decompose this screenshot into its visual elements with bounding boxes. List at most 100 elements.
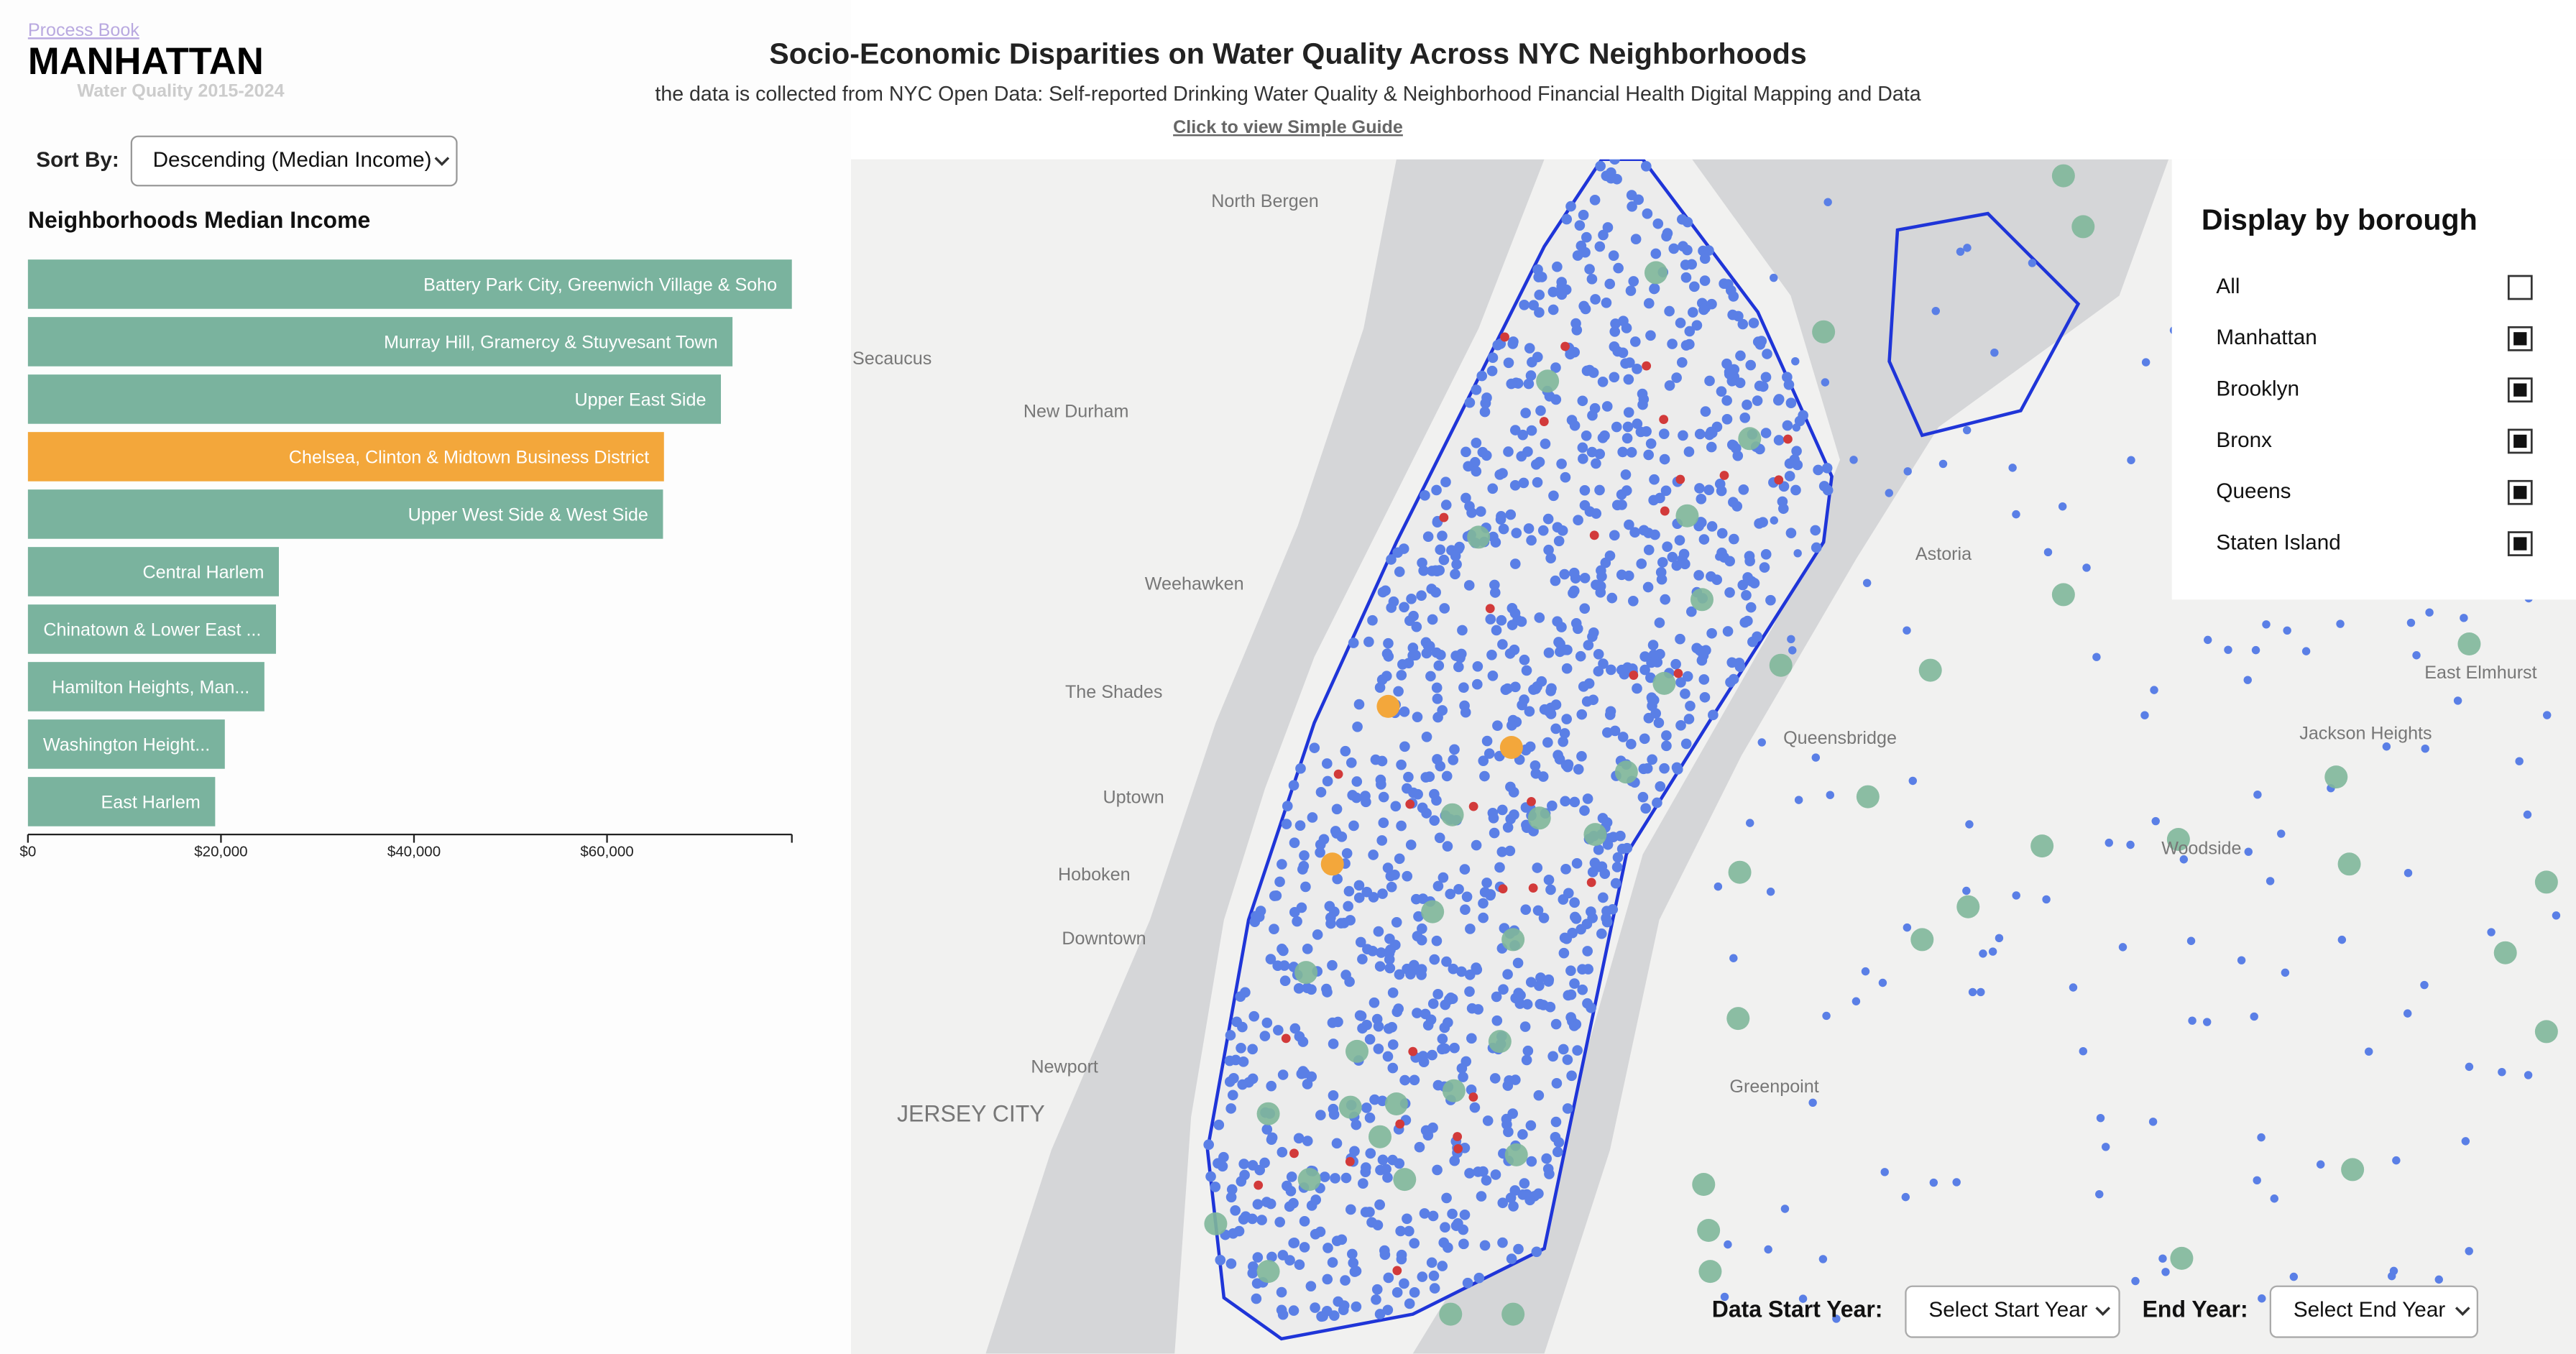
water-sample-point: [2392, 1156, 2401, 1165]
water-sample-point: [2079, 1046, 2087, 1056]
water-sample-point: [1432, 989, 1443, 1000]
bar[interactable]: [27, 317, 733, 367]
water-sample-point: [2012, 510, 2020, 519]
water-sample-point: [1276, 1146, 1288, 1158]
select-value[interactable]: Descending (Median Income): [153, 148, 432, 172]
bar[interactable]: [27, 777, 216, 826]
issue-point: [1392, 1266, 1402, 1276]
water-sample-point: [1503, 1126, 1514, 1138]
water-sample-point: [1849, 456, 1858, 464]
neighborhood-point: [1692, 1173, 1716, 1196]
water-sample-point: [1589, 857, 1601, 869]
issue-point: [1345, 1156, 1355, 1166]
chevron: [2455, 1307, 2470, 1316]
water-sample-point: [1662, 541, 1673, 552]
water-sample-point: [1269, 924, 1279, 934]
water-sample-point: [1225, 1030, 1236, 1041]
bar-label: Central Harlem: [142, 562, 264, 582]
water-sample-point: [1458, 682, 1469, 694]
water-sample-point: [1479, 770, 1490, 782]
water-sample-point: [1443, 1242, 1453, 1253]
bar[interactable]: [27, 489, 663, 539]
water-sample-point: [1832, 1314, 1841, 1323]
water-sample-point: [1550, 1018, 1562, 1030]
map-points: [1203, 154, 2561, 1326]
water-sample-point: [1548, 490, 1559, 502]
water-sample-point: [1236, 1176, 1247, 1187]
bar[interactable]: [27, 604, 276, 654]
water-sample-point: [1572, 1045, 1583, 1056]
water-sample-point: [1460, 492, 1471, 504]
water-sample-point: [1579, 603, 1591, 614]
water-sample-point: [1457, 625, 1468, 636]
process-book-link[interactable]: Process Book: [28, 20, 139, 40]
water-sample-point: [1491, 991, 1502, 1003]
water-sample-point: [1885, 489, 1894, 497]
water-sample-point: [1680, 259, 1691, 270]
borough-checkbox[interactable]: [2507, 275, 2533, 300]
borough-checkbox[interactable]: [2507, 479, 2533, 505]
water-sample-point: [1588, 367, 1599, 378]
select-box[interactable]: [2269, 1285, 2478, 1338]
bar[interactable]: [27, 259, 792, 309]
water-sample-point: [1450, 650, 1461, 661]
water-sample-point: [1487, 483, 1499, 494]
water-sample-point: [1632, 364, 1642, 374]
water-sample-point: [1408, 959, 1420, 971]
bar[interactable]: [27, 662, 264, 711]
water-sample-point: [1798, 410, 1808, 421]
water-sample-point: [1630, 234, 1642, 245]
select-box[interactable]: [1905, 1285, 2120, 1338]
bar[interactable]: [27, 374, 722, 424]
water-sample-point: [1706, 426, 1716, 438]
water-sample-point: [1641, 425, 1652, 437]
water-sample-point: [1386, 881, 1397, 893]
water-sample-point: [1749, 578, 1760, 589]
water-sample-point: [1724, 1240, 1732, 1249]
water-sample-point: [2043, 548, 2053, 557]
water-sample-point: [1565, 965, 1576, 976]
water-sample-point: [1535, 405, 1546, 416]
water-sample-point: [1372, 1220, 1384, 1230]
water-sample-point: [1576, 709, 1588, 720]
water-sample-point: [1420, 490, 1430, 501]
start-year-select[interactable]: Select Start Year: [1905, 1285, 2120, 1338]
guide-link[interactable]: Click to view Simple Guide: [1173, 117, 1403, 137]
water-sample-point: [1538, 912, 1550, 924]
select-box[interactable]: [130, 135, 458, 187]
water-sample-point: [1506, 378, 1517, 390]
select-value[interactable]: Select Start Year: [1928, 1298, 2087, 1322]
water-sample-point: [1435, 650, 1446, 660]
water-sample-point: [1397, 659, 1408, 670]
select-value[interactable]: Select End Year: [2294, 1298, 2445, 1322]
water-sample-point: [1478, 755, 1489, 766]
bar[interactable]: [27, 719, 225, 769]
water-sample-point: [1647, 640, 1659, 650]
sort-select[interactable]: Descending (Median Income): [130, 135, 458, 187]
legend-title: Water Quality 2015-2024: [77, 81, 284, 101]
water-sample-point: [1901, 1192, 1910, 1202]
water-sample-point: [1261, 1124, 1273, 1135]
water-sample-point: [1773, 394, 1785, 405]
water-sample-point: [2203, 1018, 2212, 1026]
water-sample-point: [1265, 954, 1276, 964]
water-sample-point: [1586, 274, 1598, 285]
end-year-select[interactable]: Select End Year: [2269, 1285, 2478, 1338]
map-label: Weehawken: [1145, 574, 1244, 594]
water-sample-point: [1487, 670, 1499, 681]
water-sample-point: [1299, 1216, 1310, 1227]
water-sample-point: [2453, 696, 2462, 705]
water-sample-point: [1327, 959, 1338, 971]
water-sample-point: [1738, 484, 1749, 495]
water-sample-point: [1561, 213, 1573, 225]
bar[interactable]: [27, 432, 664, 482]
water-sample-point: [1664, 305, 1675, 317]
water-sample-point: [1593, 844, 1604, 855]
water-sample-point: [1411, 621, 1422, 632]
water-sample-point: [1321, 983, 1332, 995]
water-sample-point: [1699, 275, 1711, 286]
bar[interactable]: [27, 547, 279, 597]
water-sample-point: [1584, 264, 1595, 275]
water-sample-point: [1520, 904, 1532, 915]
water-sample-point: [1504, 845, 1516, 857]
